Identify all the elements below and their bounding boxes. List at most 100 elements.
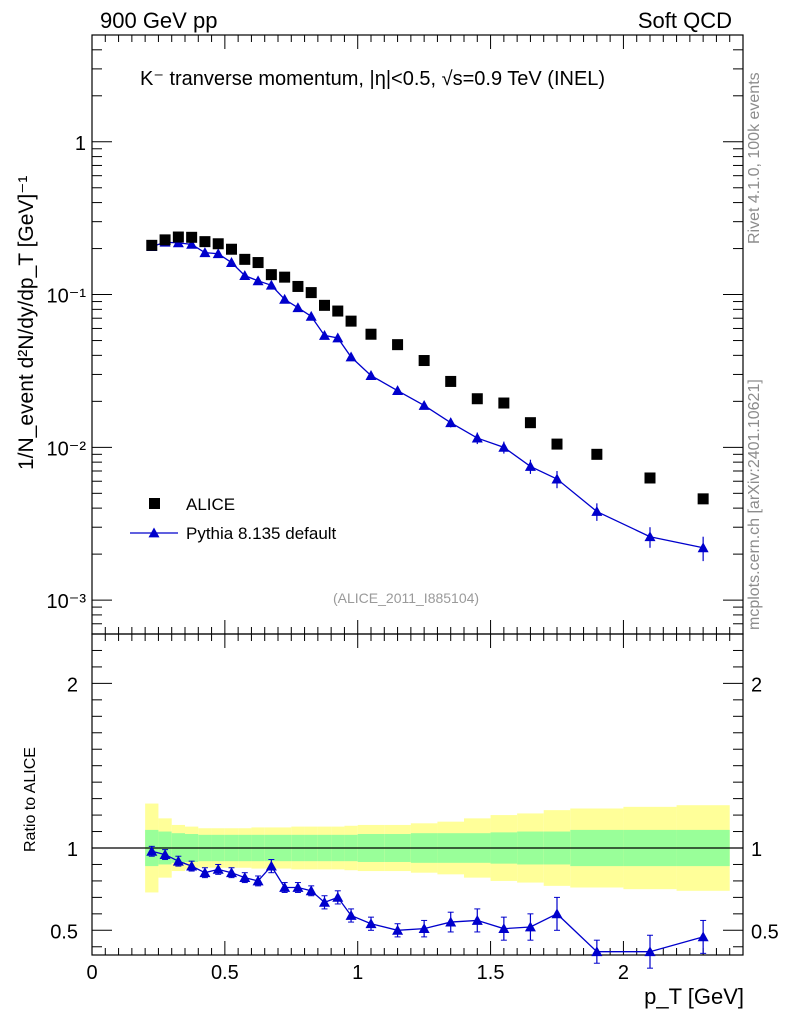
ratio-point [471,914,483,925]
y-tick-label: 10⁻¹ [47,286,87,308]
mc-point [697,542,709,553]
header-left: 900 GeV pp [100,8,218,33]
ratio-point [644,946,656,957]
alice-point [172,231,184,243]
alice-point [159,234,171,246]
alice-point [697,493,709,505]
alice-point [471,393,483,405]
mc-point [212,248,224,259]
ratio-point [252,875,264,886]
mc-point [186,238,198,249]
legend-alice-marker [149,498,160,509]
mc-point [551,473,563,484]
legend-mc-marker [148,527,160,538]
ratio-point [265,860,277,871]
alice-point [591,448,603,460]
rivet-version-label: Rivet 4.1.0, 100k events [746,72,763,244]
y-tick-label: 1 [75,133,86,155]
y-axis-label-bottom: Ratio to ALICE [22,747,39,852]
header-right: Soft QCD [637,8,732,33]
mc-point [365,370,377,380]
x-tick-label: 0 [86,962,97,984]
x-axis-label: p_T [GeV] [644,984,744,1009]
y-axis-label-top: 1/N_event d²N/dy/dp_T [GeV]⁻¹ [15,175,38,470]
alice-point [279,271,291,283]
alice-point [332,305,344,317]
ratio-y-tick-label-right: 2 [751,674,762,696]
alice-point [292,280,304,292]
ratio-point [146,845,158,856]
ratio-point [345,909,357,920]
alice-point [365,328,377,340]
mc-point [252,275,264,286]
mc-point [591,506,603,516]
mc-point [199,247,211,258]
mc-point [418,399,430,410]
ratio-y-tick-label-right: 1 [751,839,762,861]
ratio-point [392,924,404,935]
ratio-point [697,931,709,942]
ratio-point [418,923,430,934]
ratio-y-tick-label-right: 0.5 [751,921,779,943]
alice-point [551,438,563,450]
ratio-point [319,896,330,907]
mc-point [345,351,357,362]
legend-mc-label: Pythia 8.135 default [186,524,337,543]
x-tick-label: 1 [352,962,363,984]
mc-point [265,279,277,290]
ratio-point [365,918,377,929]
bottom-panel-frame [91,633,744,956]
ratio-point [591,946,603,957]
mc-point [319,329,330,340]
analysis-watermark: (ALICE_2011_I885104) [333,590,480,606]
mc-point [226,257,237,267]
mc-point [498,441,510,452]
x-tick-label: 2 [618,962,629,984]
mc-point [644,531,656,542]
ratio-y-tick-label: 0.5 [50,921,78,943]
alice-point [418,355,430,367]
alice-point [319,299,330,311]
ratio-point [212,863,224,874]
ratio-point [226,867,237,878]
alice-point [239,253,251,265]
alice-point [305,287,317,299]
alice-point [226,243,237,255]
alice-point [644,472,656,484]
alice-point [498,397,510,409]
alice-point [212,238,224,250]
ratio-point [498,923,510,934]
ratio-y-tick-label: 2 [67,674,78,696]
ratio-point [186,860,198,871]
alice-point [392,339,404,351]
ratio-point [239,872,251,883]
ratio-point [445,916,457,927]
ratio-point [305,885,317,896]
x-tick-label: 0.5 [211,962,239,984]
alice-point [345,315,357,327]
legend-alice-label: ALICE [186,495,235,514]
top-panel-frame [91,34,744,635]
ratio-point [172,855,184,866]
mc-point [239,270,251,281]
alice-point [252,257,264,269]
mc-point [392,385,404,396]
ratio-point [332,891,344,902]
ratio-y-tick-label: 1 [67,839,78,861]
mcplots-url-label: mcplots.cern.ch [arXiv:2401.10621] [746,379,763,630]
mc-point [279,293,291,304]
ratio-point [551,908,563,919]
y-tick-label: 10⁻² [47,438,87,460]
mc-point [332,332,344,343]
ratio-point [199,867,211,878]
mc-point [305,310,317,321]
mc-point [445,417,457,428]
ratio-point [159,849,171,859]
alice-point [445,375,457,387]
alice-point [265,269,277,281]
mc-point [471,432,483,443]
alice-point [199,236,211,248]
x-tick-label: 1.5 [477,962,505,984]
alice-point [524,417,536,429]
